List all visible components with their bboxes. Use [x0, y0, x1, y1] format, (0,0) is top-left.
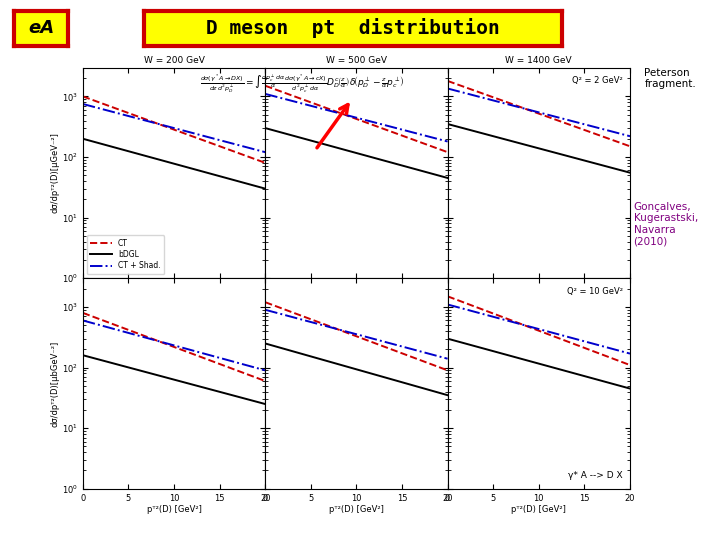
Legend: CT, bDGL, CT + Shad.: CT, bDGL, CT + Shad.	[86, 235, 164, 274]
Text: $\frac{d\sigma(\gamma^* A \rightarrow DX)}{dz\,d^2p_D^\perp} = \int \frac{dp_c^\: $\frac{d\sigma(\gamma^* A \rightarrow DX…	[200, 73, 405, 94]
Text: γ* A --> D X: γ* A --> D X	[568, 471, 623, 480]
Text: Q² = 2 GeV²: Q² = 2 GeV²	[572, 76, 623, 85]
Text: Peterson
fragment.: Peterson fragment.	[644, 68, 696, 89]
Text: eA: eA	[28, 19, 55, 37]
Y-axis label: dσ/dpᵀ²(D)[μGeV⁻²]: dσ/dpᵀ²(D)[μGeV⁻²]	[50, 132, 59, 213]
X-axis label: pᵀ²(D) [GeV²]: pᵀ²(D) [GeV²]	[329, 505, 384, 514]
Text: W = 200 GeV: W = 200 GeV	[143, 56, 204, 65]
Text: D meson  pt  distribution: D meson pt distribution	[206, 18, 500, 38]
Text: W = 500 GeV: W = 500 GeV	[326, 56, 387, 65]
X-axis label: pᵀ²(D) [GeV²]: pᵀ²(D) [GeV²]	[511, 505, 566, 514]
Text: Gonçalves,
Kugerastski,
Navarra
(2010): Gonçalves, Kugerastski, Navarra (2010)	[634, 202, 698, 246]
Text: W = 1400 GeV: W = 1400 GeV	[505, 56, 572, 65]
Text: Q² = 10 GeV²: Q² = 10 GeV²	[567, 287, 623, 295]
Y-axis label: dσ/dpᵀ²(D)[μbGeV⁻²]: dσ/dpᵀ²(D)[μbGeV⁻²]	[50, 340, 59, 427]
X-axis label: pᵀ²(D) [GeV²]: pᵀ²(D) [GeV²]	[147, 505, 202, 514]
